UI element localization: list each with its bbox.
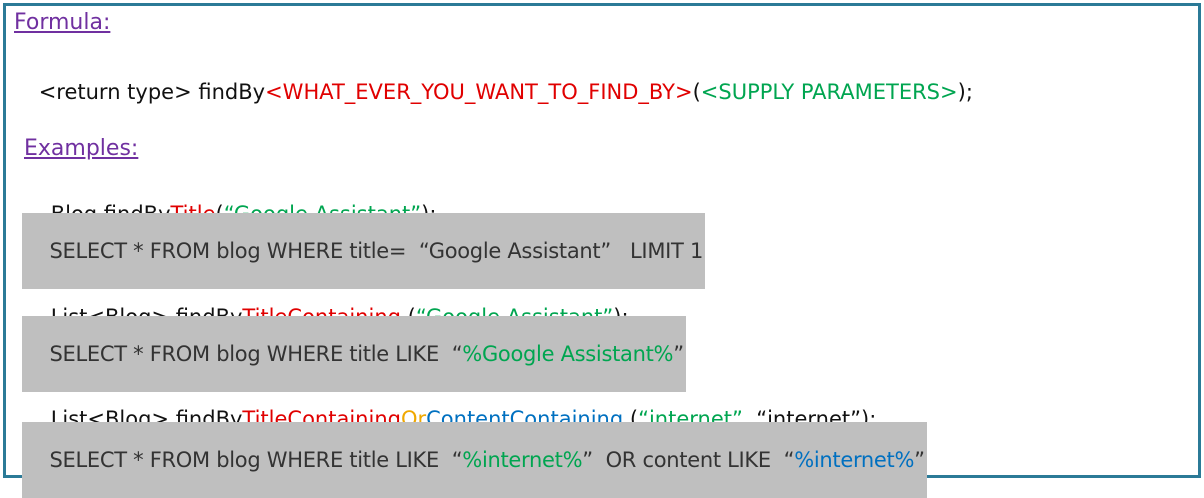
text: SELECT * FROM blog WHERE title LIKE “ — [49, 342, 463, 366]
text: ” — [673, 342, 684, 366]
frame: Formula: <return type> findBy<WHAT_EVER_… — [3, 3, 1201, 498]
text: ” — [914, 448, 925, 472]
sql-line: SELECT * FROM blog WHERE title LIKE “%in… — [22, 422, 927, 498]
text: SELECT * FROM blog WHERE title LIKE “ — [49, 448, 463, 472]
text: <WHAT_EVER_YOU_WANT_TO_FIND_BY> — [265, 80, 693, 104]
text: %internet% — [462, 448, 583, 472]
text: ” OR content LIKE “ — [582, 448, 795, 472]
text: <SUPPLY PARAMETERS> — [700, 80, 958, 104]
text: %internet% — [794, 448, 915, 472]
formula: <return type> findBy<WHAT_EVER_YOU_WANT_… — [12, 56, 973, 128]
text: %Google Assistant% — [462, 342, 674, 366]
text: ( — [623, 407, 639, 431]
examples-label: Examples: — [24, 136, 139, 161]
text: ( — [692, 80, 701, 104]
text: ); — [957, 80, 973, 104]
text: SELECT * FROM blog WHERE title= “Google … — [49, 239, 704, 263]
sql-line: SELECT * FROM blog WHERE title LIKE “%Go… — [22, 316, 686, 392]
text: <return type> findBy — [38, 80, 266, 104]
sql-line: SELECT * FROM blog WHERE title= “Google … — [22, 213, 706, 289]
formula-label: Formula: — [14, 10, 111, 35]
page: Formula: <return type> findBy<WHAT_EVER_… — [3, 3, 1201, 498]
